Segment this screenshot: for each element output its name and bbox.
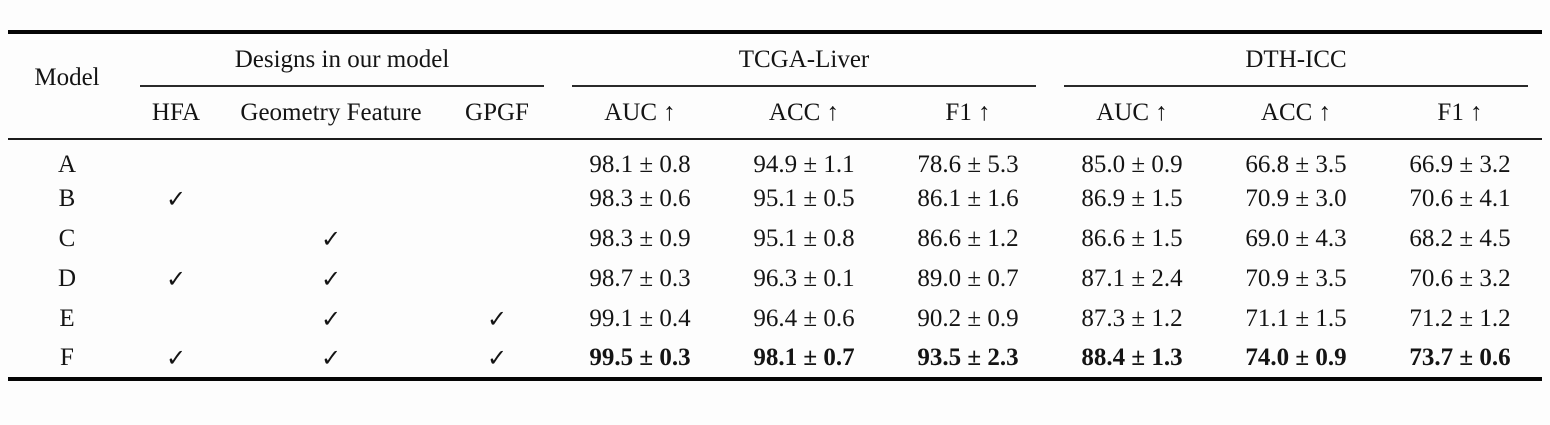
checkmark-icon: ✓ — [320, 226, 342, 253]
table-row-model-c: C ✓ 98.3 ± 0.9 95.1 ± 0.8 86.6 ± 1.2 86.… — [8, 219, 1542, 259]
group-header-dth-icc: DTH-ICC — [1050, 32, 1542, 87]
checkmark-icon: ✓ — [320, 345, 342, 372]
metric-cell: 98.3 ± 0.9 — [589, 225, 691, 252]
table-row-model-e: E ✓ ✓ 99.1 ± 0.4 96.4 ± 0.6 90.2 ± 0.9 8… — [8, 299, 1542, 339]
metric-cell: 66.9 ± 3.2 — [1409, 150, 1511, 178]
group-label-tcga-liver: TCGA-Liver — [572, 34, 1036, 87]
metric-cell: 99.1 ± 0.4 — [589, 305, 691, 332]
table-row-model-d: D ✓ ✓ 98.7 ± 0.3 96.3 ± 0.1 89.0 ± 0.7 8… — [8, 259, 1542, 299]
metric-cell: 86.6 ± 1.5 — [1081, 225, 1183, 252]
checkmark-icon: ✓ — [486, 306, 508, 333]
checkmark-icon: ✓ — [320, 306, 342, 333]
column-header-hfa: HFA — [126, 87, 226, 140]
column-header-tcga-auc: AUC ↑ — [558, 87, 722, 140]
design-check-cell: ✓ — [126, 179, 226, 219]
model-cell: C — [58, 225, 76, 252]
metric-cell: 68.2 ± 4.5 — [1409, 225, 1511, 252]
column-header-model: Model — [8, 32, 126, 140]
checkmark-icon: ✓ — [165, 345, 187, 372]
design-check-cell — [126, 219, 226, 259]
design-check-cell: ✓ — [226, 339, 436, 379]
metric-cell: 98.1 ± 0.7 — [753, 344, 855, 371]
design-check-cell: ✓ — [226, 219, 436, 259]
design-check-cell: ✓ — [126, 339, 226, 379]
metric-cell: 86.6 ± 1.2 — [917, 225, 1019, 252]
design-check-cell — [436, 219, 558, 259]
metric-cell: 89.0 ± 0.7 — [917, 265, 1019, 292]
metric-cell: 98.1 ± 0.8 — [589, 150, 691, 178]
column-header-gpgf: GPGF — [436, 87, 558, 140]
metric-cell: 93.5 ± 2.3 — [917, 344, 1019, 371]
design-check-cell: ✓ — [226, 259, 436, 299]
design-check-cell — [436, 179, 558, 219]
metric-cell: 95.1 ± 0.5 — [753, 185, 855, 212]
column-header-tcga-f1: F1 ↑ — [886, 87, 1050, 140]
column-header-dth-f1: F1 ↑ — [1378, 87, 1543, 140]
metric-cell: 71.1 ± 1.5 — [1245, 305, 1347, 332]
model-cell: A — [57, 150, 77, 178]
metric-cell: 98.7 ± 0.3 — [589, 265, 691, 292]
metric-cell: 70.6 ± 4.1 — [1409, 185, 1511, 212]
design-check-cell: ✓ — [436, 299, 558, 339]
metric-cell: 70.9 ± 3.5 — [1245, 265, 1347, 292]
metric-cell: 74.0 ± 0.9 — [1245, 344, 1347, 371]
metric-cell: 86.1 ± 1.6 — [917, 185, 1019, 212]
design-check-cell — [436, 259, 558, 299]
metric-cell: 70.9 ± 3.0 — [1245, 185, 1347, 212]
column-header-geometry-feature: Geometry Feature — [226, 87, 436, 140]
checkmark-icon: ✓ — [320, 266, 342, 293]
model-cell: B — [58, 185, 76, 212]
metric-cell: 69.0 ± 4.3 — [1245, 225, 1347, 252]
group-header-row: Model Designs in our model TCGA-Liver DT… — [8, 32, 1542, 140]
metric-cell: 96.3 ± 0.1 — [753, 265, 855, 292]
metric-cell: 90.2 ± 0.9 — [917, 305, 1019, 332]
metric-cell: 78.6 ± 5.3 — [917, 150, 1019, 178]
metric-cell: 95.1 ± 0.8 — [753, 225, 855, 252]
model-cell: F — [60, 344, 74, 371]
metric-cell: 96.4 ± 0.6 — [753, 305, 855, 332]
design-check-cell — [126, 139, 226, 179]
design-check-cell: ✓ — [436, 339, 558, 379]
metric-cell: 85.0 ± 0.9 — [1081, 150, 1183, 178]
ablation-table: Model Designs in our model TCGA-Liver DT… — [8, 30, 1543, 381]
group-label-designs: Designs in our model — [140, 34, 544, 87]
metric-cell: 94.9 ± 1.1 — [753, 150, 855, 178]
column-header-dth-auc: AUC ↑ — [1050, 87, 1214, 140]
group-header-tcga-liver: TCGA-Liver — [558, 32, 1050, 87]
metric-cell: 87.1 ± 2.4 — [1081, 265, 1183, 292]
model-cell: D — [57, 265, 77, 292]
group-header-designs: Designs in our model — [126, 32, 558, 87]
design-check-cell: ✓ — [126, 259, 226, 299]
design-check-cell — [226, 139, 436, 179]
checkmark-icon: ✓ — [486, 345, 508, 372]
table-row-model-b: B ✓ 98.3 ± 0.6 95.1 ± 0.5 86.1 ± 1.6 86.… — [8, 179, 1542, 219]
metric-cell: 86.9 ± 1.5 — [1081, 185, 1183, 212]
column-header-dth-acc: ACC ↑ — [1214, 87, 1378, 140]
checkmark-icon: ✓ — [165, 266, 187, 293]
metric-cell: 71.2 ± 1.2 — [1409, 305, 1511, 332]
table-row-model-a: A 98.1 ± 0.8 94.9 ± 1.1 78.6 ± 5.3 85.0 … — [8, 139, 1542, 179]
metric-cell: 98.3 ± 0.6 — [589, 185, 691, 212]
model-cell: E — [59, 305, 75, 332]
metric-cell: 73.7 ± 0.6 — [1409, 344, 1511, 371]
metric-cell: 87.3 ± 1.2 — [1081, 305, 1183, 332]
design-check-cell: ✓ — [226, 299, 436, 339]
metric-cell: 66.8 ± 3.5 — [1245, 150, 1347, 178]
group-label-dth-icc: DTH-ICC — [1064, 34, 1529, 87]
metric-cell: 99.5 ± 0.3 — [589, 344, 691, 371]
metric-cell: 70.6 ± 3.2 — [1409, 265, 1511, 292]
design-check-cell — [436, 139, 558, 179]
column-header-tcga-acc: ACC ↑ — [722, 87, 886, 140]
sub-header-row: HFA Geometry Feature GPGF AUC ↑ ACC ↑ F1… — [8, 87, 1543, 140]
checkmark-icon: ✓ — [165, 186, 187, 213]
table-row-model-f: F ✓ ✓ ✓ 99.5 ± 0.3 98.1 ± 0.7 93.5 ± 2.3… — [8, 339, 1542, 379]
metric-cell: 88.4 ± 1.3 — [1081, 344, 1183, 371]
design-check-cell — [226, 179, 436, 219]
design-check-cell — [126, 299, 226, 339]
